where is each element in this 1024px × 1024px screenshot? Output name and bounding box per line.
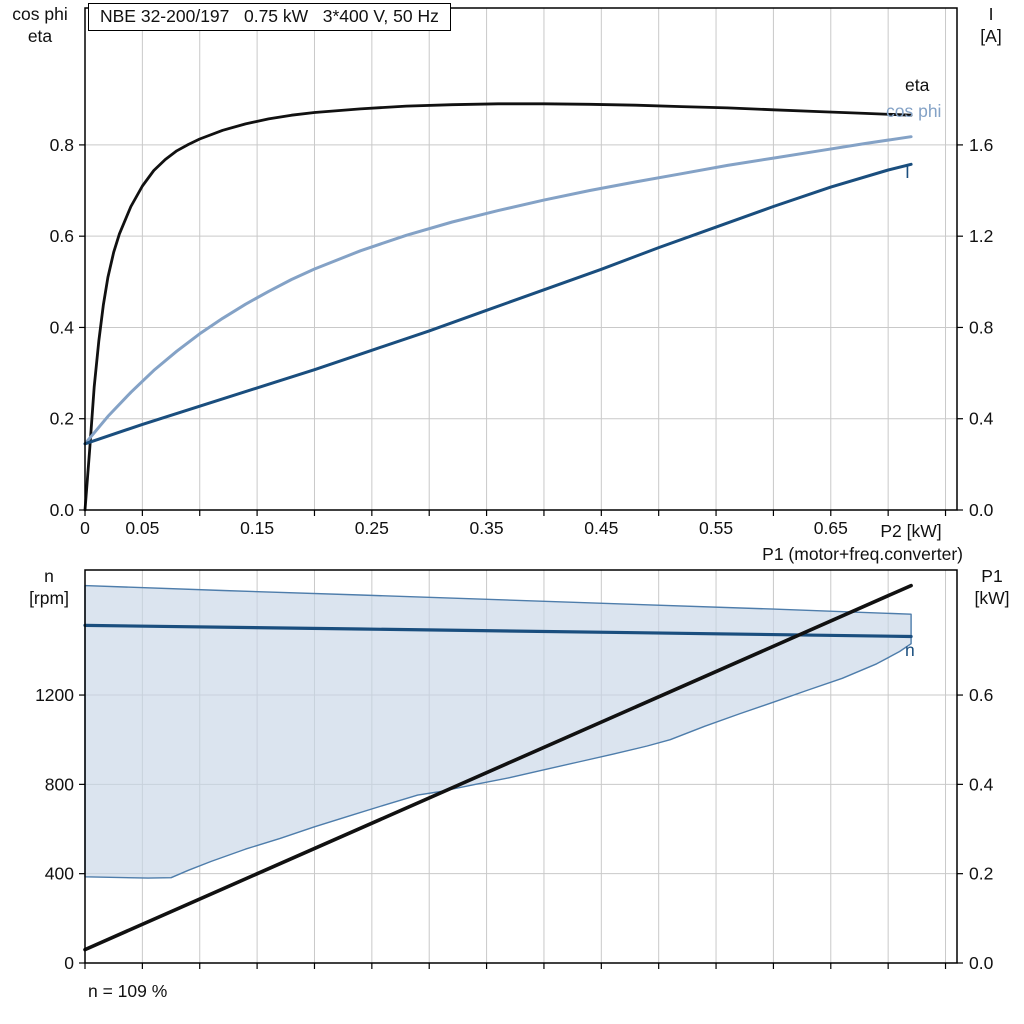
series-curve-n	[83, 623, 913, 639]
y-left-tick-label: 0.0	[50, 500, 75, 520]
speed-operating-range-area	[84, 584, 912, 879]
series-curve-p1-motor-freq-converter-	[83, 583, 913, 952]
speed-percentage-annotation: n = 109 %	[88, 981, 168, 1001]
curve-label-n: n	[905, 640, 915, 660]
series-curve-i	[83, 162, 913, 446]
y-left-tick-label: 0.8	[50, 135, 74, 155]
y-right-tick-label: 0.4	[969, 409, 994, 429]
x-tick-label: 0.65	[814, 518, 848, 538]
y-left-tick-label: 400	[45, 864, 74, 884]
x-tick-label: 0.25	[355, 518, 389, 538]
axis-title-line-cosphi: cos phi	[12, 4, 68, 24]
y-left-tick-label: 0.4	[50, 317, 75, 337]
plot-frame	[84, 7, 958, 511]
x-tick-label: 0	[80, 518, 90, 538]
y-right-tick-label: 1.2	[969, 226, 993, 246]
curve-label-eta: eta	[905, 75, 930, 95]
y-left-tick-label: 0	[64, 953, 74, 973]
y-right-tick-label: 0.0	[969, 500, 994, 520]
series-curve-cos-phi	[83, 135, 913, 446]
y-left-tick-label: 0.2	[50, 409, 74, 429]
axis-title-current: I [A]	[966, 4, 1016, 47]
curve-label-cos-phi: cos phi	[886, 101, 942, 121]
chart-title-box: NBE 32-200/197 0.75 kW 3*400 V, 50 Hz	[88, 3, 451, 31]
y-left-tick-label: 800	[45, 774, 74, 794]
x-tick-label: 0.45	[584, 518, 618, 538]
p1-curve-annotation: P1 (motor+freq.converter)	[762, 544, 963, 564]
axis-title-cosphi-eta: cos phi eta	[2, 4, 78, 47]
axis-title-speed: n [rpm]	[18, 566, 80, 609]
y-left-tick-label: 1200	[35, 685, 74, 705]
x-tick-label: 0.05	[125, 518, 159, 538]
y-left-tick-label: 0.6	[50, 226, 74, 246]
axis-title-line-i: I	[988, 4, 994, 24]
x-tick-label: 0.55	[699, 518, 733, 538]
series-curve-eta	[83, 102, 913, 512]
axis-title-line-p1: P1	[981, 566, 1003, 586]
y-right-tick-label: 0.8	[969, 317, 993, 337]
plot-frame	[84, 569, 958, 964]
y-right-tick-label: 0.4	[969, 774, 994, 794]
y-right-tick-label: 0.0	[969, 953, 994, 973]
x-axis-unit-label: P2 [kW]	[880, 521, 942, 541]
y-right-tick-label: 0.2	[969, 864, 993, 884]
axis-title-line-eta: eta	[27, 25, 53, 46]
axis-title-line-n: n	[44, 566, 54, 586]
axis-title-input-power: P1 [kW]	[963, 566, 1021, 609]
y-right-tick-label: 0.6	[969, 685, 993, 705]
x-tick-label: 0.15	[240, 518, 274, 538]
curve-label-current: I	[905, 162, 910, 182]
y-right-tick-label: 1.6	[969, 135, 993, 155]
axis-title-line-amp-unit: [A]	[980, 25, 1002, 46]
x-tick-label: 0.35	[470, 518, 504, 538]
axis-title-line-rpm-unit: [rpm]	[29, 587, 69, 608]
axis-title-line-kw-unit: [kW]	[974, 587, 1010, 608]
